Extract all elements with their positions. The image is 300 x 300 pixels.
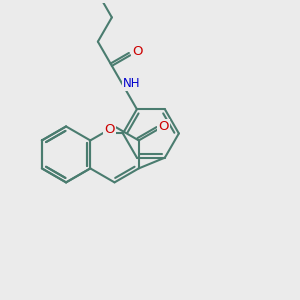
- Text: O: O: [132, 45, 142, 58]
- Text: O: O: [104, 124, 115, 136]
- Text: NH: NH: [123, 77, 140, 90]
- Text: O: O: [158, 120, 169, 133]
